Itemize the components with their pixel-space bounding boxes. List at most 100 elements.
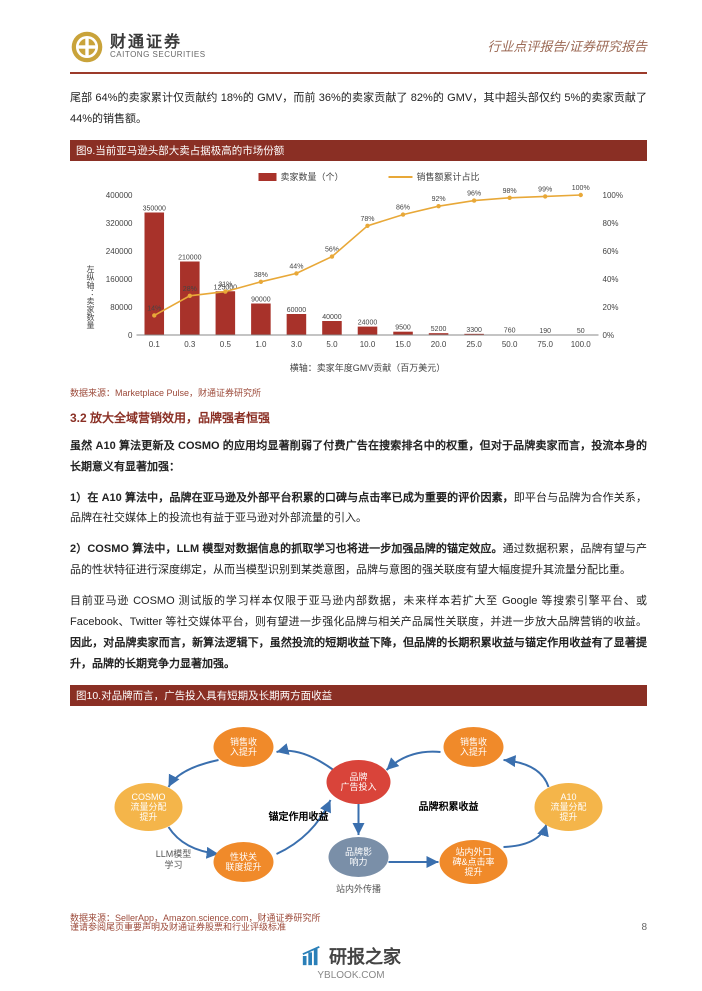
logo-cn: 财通证券	[110, 34, 206, 52]
svg-text:3300: 3300	[466, 327, 482, 334]
svg-text:86%: 86%	[396, 204, 410, 211]
logo-en: CAITONG SECURITIES	[110, 51, 206, 60]
svg-text:100.0: 100.0	[571, 340, 592, 349]
svg-text:40000: 40000	[322, 314, 342, 321]
svg-text:横轴：卖家年度GMV贡献（百万美元）: 横轴：卖家年度GMV贡献（百万美元）	[290, 362, 446, 373]
page-header: 财通证券 CAITONG SECURITIES 行业点评报告/证券研究报告	[70, 30, 647, 64]
svg-text:A10: A10	[560, 792, 576, 802]
svg-text:100%: 100%	[603, 191, 623, 200]
svg-text:提升: 提升	[559, 812, 577, 822]
svg-text:5.0: 5.0	[326, 340, 338, 349]
svg-text:0.1: 0.1	[149, 340, 161, 349]
svg-text:99%: 99%	[538, 186, 552, 193]
svg-text:提升: 提升	[464, 867, 482, 877]
header-rule	[70, 72, 647, 74]
para-3: 2）COSMO 算法中，LLM 模型对数据信息的抓取学习也将进一步加强品牌的锚定…	[70, 539, 647, 581]
svg-text:14%: 14%	[147, 305, 161, 312]
svg-text:760: 760	[504, 328, 516, 335]
footer-disclaimer: 谨请参阅尾页重要声明及财通证券股票和行业评级标准	[70, 920, 286, 933]
svg-text:400000: 400000	[106, 191, 133, 200]
svg-text:提升: 提升	[139, 812, 157, 822]
svg-text:98%: 98%	[503, 188, 517, 195]
fig9-title: 图9.当前亚马逊头部大卖占据极高的市场份额	[70, 140, 647, 161]
watermark-icon	[301, 945, 323, 967]
svg-text:LLM模型: LLM模型	[156, 849, 192, 859]
svg-text:0.3: 0.3	[184, 340, 196, 349]
watermark-cn: 研报之家	[329, 943, 401, 969]
page-number: 8	[641, 922, 647, 933]
svg-text:性状关: 性状关	[230, 851, 257, 862]
svg-text:销售收: 销售收	[230, 736, 257, 747]
svg-text:24000: 24000	[358, 319, 378, 326]
fig10-diagram: 品牌广告投入销售收入提升COSMO流量分配提升性状关联度提升品牌影响力销售收入提…	[70, 712, 647, 902]
svg-text:15.0: 15.0	[395, 340, 411, 349]
svg-text:站内外传播: 站内外传播	[336, 883, 381, 894]
svg-text:5200: 5200	[431, 326, 447, 333]
svg-text:品牌影: 品牌影	[345, 846, 372, 857]
intro-paragraph: 尾部 64%的卖家累计仅贡献约 18%的 GMV，而前 36%的卖家贡献了 82…	[70, 88, 647, 130]
svg-text:0%: 0%	[603, 331, 615, 340]
svg-text:350000: 350000	[143, 205, 166, 212]
section-3-2-head: 3.2 放大全域营销效用，品牌强者恒强	[70, 409, 647, 426]
svg-text:60%: 60%	[603, 247, 619, 256]
svg-text:站内外口: 站内外口	[455, 846, 491, 857]
svg-text:44%: 44%	[289, 263, 303, 270]
logo: 财通证券 CAITONG SECURITIES	[70, 30, 206, 64]
svg-text:流量分配: 流量分配	[130, 801, 166, 812]
svg-text:31%: 31%	[218, 281, 232, 288]
svg-text:78%: 78%	[360, 216, 374, 223]
report-type: 行业点评报告/证券研究报告	[487, 36, 647, 55]
svg-text:100%: 100%	[572, 185, 590, 192]
watermark: 研报之家 YBLOOK.COM	[0, 943, 702, 981]
caitong-logo-icon	[70, 30, 104, 64]
svg-text:210000: 210000	[178, 254, 201, 261]
svg-text:响力: 响力	[349, 856, 367, 867]
svg-text:锚定作用收益: 锚定作用收益	[269, 810, 329, 823]
svg-text:38%: 38%	[254, 272, 268, 279]
svg-text:联度提升: 联度提升	[225, 861, 261, 872]
para-2: 1）在 A10 算法中，品牌在亚马逊及外部平台积累的口碑与点击率已成为重要的评价…	[70, 488, 647, 530]
fig9-source: 数据来源：Marketplace Pulse，财通证券研究所	[70, 386, 647, 399]
svg-text:流量分配: 流量分配	[550, 801, 586, 812]
svg-text:92%: 92%	[432, 196, 446, 203]
svg-text:COSMO: COSMO	[131, 792, 165, 802]
svg-text:80%: 80%	[603, 219, 619, 228]
svg-text:0: 0	[128, 331, 133, 340]
svg-text:75.0: 75.0	[537, 340, 553, 349]
svg-text:入提升: 入提升	[230, 747, 257, 757]
svg-text:0.5: 0.5	[220, 340, 232, 349]
svg-text:60000: 60000	[287, 307, 307, 314]
fig10-title: 图10.对品牌而言，广告投入具有短期及长期两方面收益	[70, 685, 647, 706]
svg-text:50: 50	[577, 328, 585, 335]
svg-text:240000: 240000	[106, 247, 133, 256]
svg-text:9500: 9500	[395, 324, 411, 331]
svg-text:20%: 20%	[603, 303, 619, 312]
svg-text:入提升: 入提升	[460, 747, 487, 757]
para-1: 虽然 A10 算法更新及 COSMO 的应用均显著削弱了付费广告在搜索排名中的权…	[70, 436, 647, 478]
svg-text:25.0: 25.0	[466, 340, 482, 349]
svg-text:80000: 80000	[110, 303, 133, 312]
svg-text:1.0: 1.0	[255, 340, 267, 349]
svg-text:学习: 学习	[164, 859, 182, 870]
svg-text:50.0: 50.0	[502, 340, 518, 349]
svg-text:160000: 160000	[106, 275, 133, 284]
fig9-chart: 卖家数量（个） 销售额累计占比 0 80000 160000 240000 320000 40…	[70, 167, 647, 377]
svg-text:左纵轴：卖家数量: 左纵轴：卖家数量	[86, 264, 95, 329]
svg-text:3.0: 3.0	[291, 340, 303, 349]
watermark-url: YBLOOK.COM	[317, 970, 384, 981]
svg-text:10.0: 10.0	[360, 340, 376, 349]
svg-text:销售收: 销售收	[460, 736, 487, 747]
svg-text:28%: 28%	[183, 286, 197, 293]
svg-text:品牌积累收益: 品牌积累收益	[419, 800, 479, 813]
svg-text:40%: 40%	[603, 275, 619, 284]
svg-text:销售额累计占比: 销售额累计占比	[417, 171, 480, 182]
svg-text:320000: 320000	[106, 219, 133, 228]
svg-text:碑&点击率: 碑&点击率	[452, 856, 494, 867]
svg-text:90000: 90000	[251, 296, 271, 303]
svg-text:品牌: 品牌	[349, 771, 367, 782]
svg-text:卖家数量（个）: 卖家数量（个）	[281, 171, 344, 182]
para-4: 目前亚马逊 COSMO 测试版的学习样本仅限于亚马逊内部数据，未来样本若扩大至 …	[70, 591, 647, 675]
svg-text:96%: 96%	[467, 190, 481, 197]
svg-text:广告投入: 广告投入	[340, 781, 376, 792]
svg-text:20.0: 20.0	[431, 340, 447, 349]
